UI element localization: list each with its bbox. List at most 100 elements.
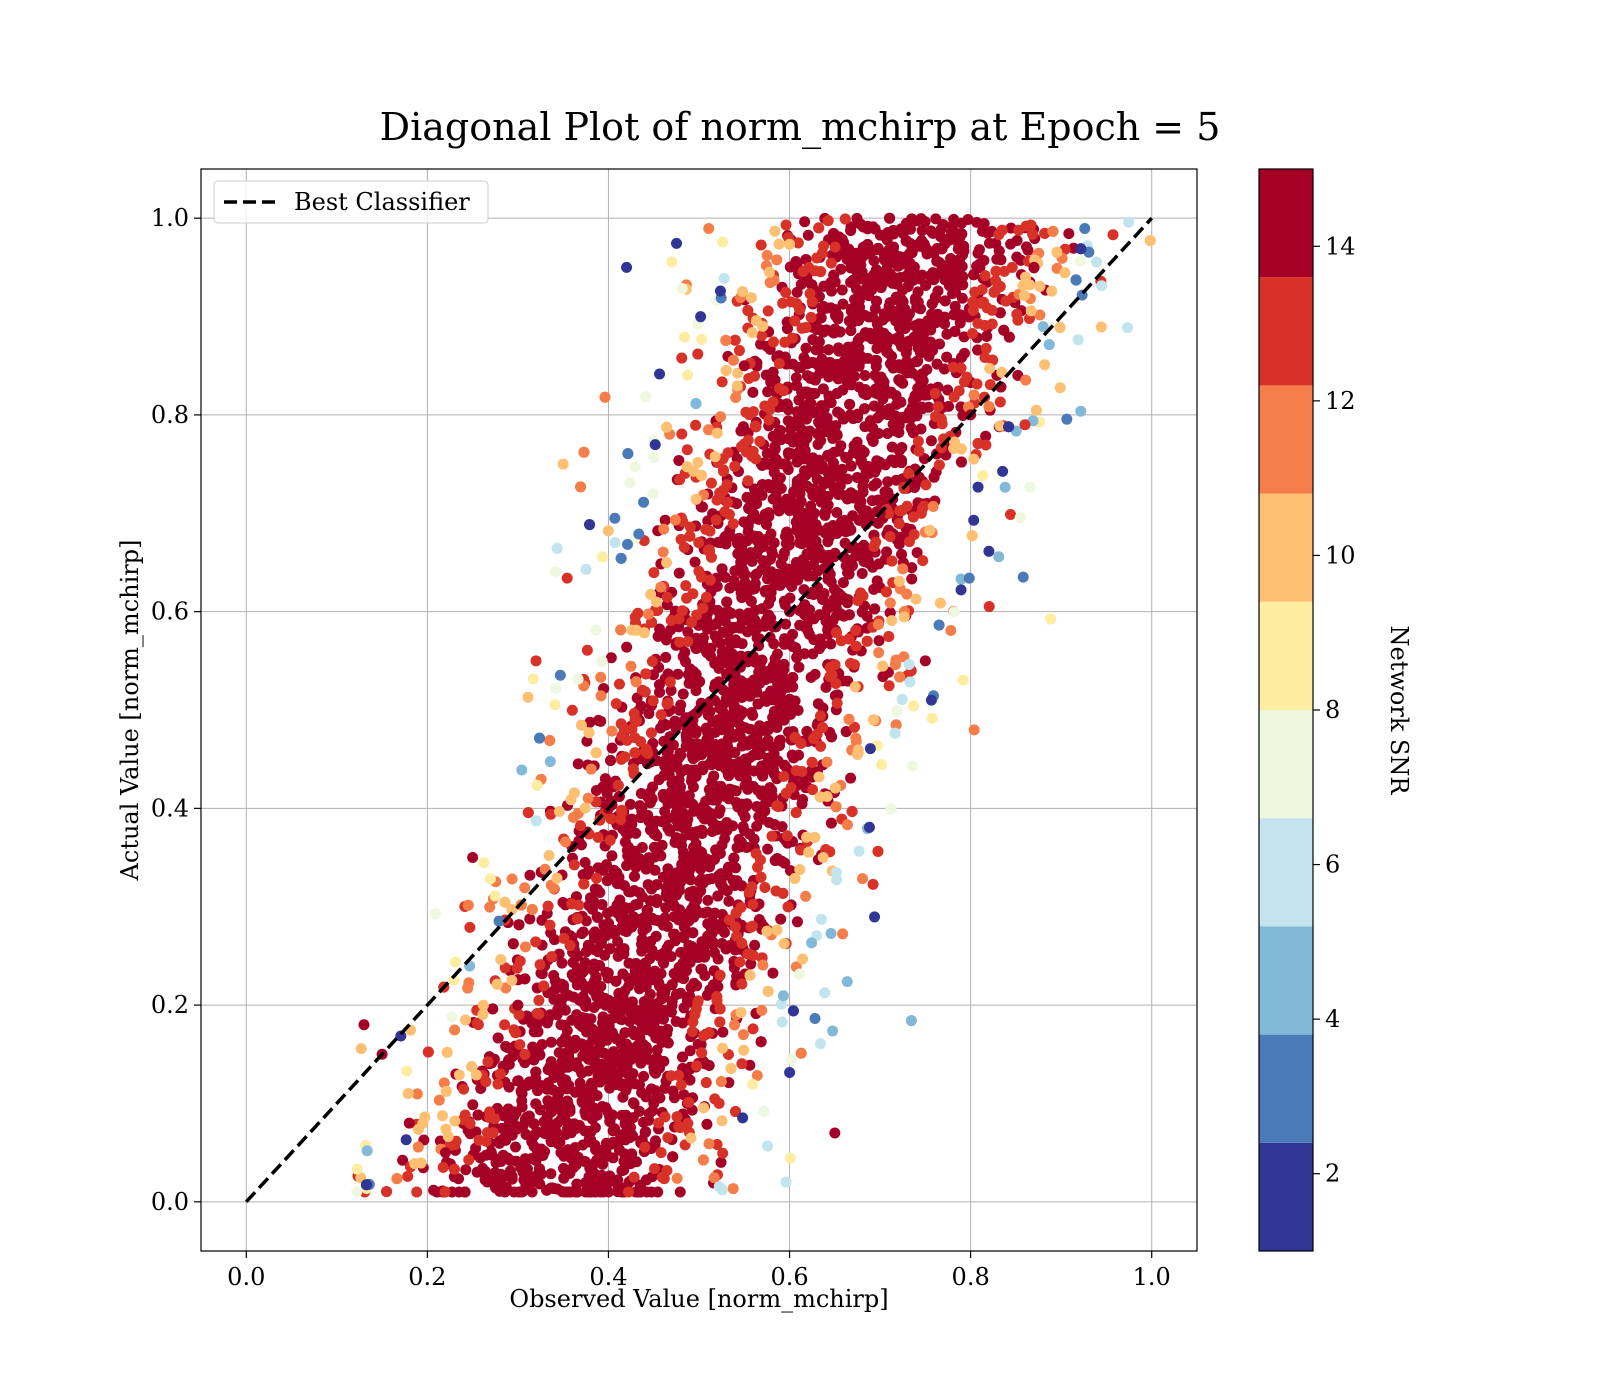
scatter-point bbox=[697, 760, 709, 772]
scatter-point bbox=[805, 311, 817, 323]
scatter-point bbox=[930, 292, 942, 304]
scatter-point bbox=[677, 1051, 689, 1063]
scatter-point bbox=[658, 792, 670, 804]
scatter-point bbox=[901, 355, 913, 367]
scatter-point bbox=[599, 391, 611, 403]
scatter-point bbox=[787, 628, 799, 640]
scatter-point bbox=[835, 263, 847, 275]
scatter-point bbox=[825, 257, 837, 269]
scatter-point bbox=[755, 1036, 767, 1048]
scatter-point bbox=[722, 733, 734, 745]
scatter-point bbox=[499, 1019, 511, 1031]
scatter-point bbox=[527, 1077, 539, 1089]
scatter-point bbox=[561, 572, 573, 584]
scatter-point bbox=[419, 1111, 431, 1123]
scatter-point bbox=[905, 422, 917, 434]
scatter-point bbox=[923, 401, 935, 413]
scatter-point bbox=[751, 568, 763, 580]
scatter-point bbox=[733, 345, 745, 357]
scatter-point bbox=[890, 654, 902, 666]
scatter-point bbox=[767, 396, 779, 408]
scatter-point bbox=[562, 1061, 574, 1073]
scatter-point bbox=[693, 565, 705, 577]
scatter-point bbox=[734, 956, 746, 968]
scatter-point bbox=[628, 707, 640, 719]
scatter-point bbox=[516, 1095, 528, 1107]
scatter-point bbox=[958, 376, 970, 388]
scatter-point bbox=[690, 668, 702, 680]
scatter-point bbox=[681, 444, 693, 456]
scatter-point bbox=[830, 486, 842, 498]
scatter-point bbox=[576, 1096, 588, 1108]
scatter-point bbox=[945, 624, 957, 636]
scatter-point bbox=[668, 900, 680, 912]
scatter-point bbox=[652, 1028, 664, 1040]
scatter-point bbox=[545, 1036, 557, 1048]
scatter-point bbox=[766, 663, 778, 675]
scatter-point bbox=[720, 334, 732, 346]
scatter-point bbox=[745, 595, 757, 607]
scatter-point bbox=[831, 506, 843, 518]
scatter-point bbox=[615, 624, 627, 636]
scatter-point bbox=[1005, 508, 1017, 520]
scatter-point bbox=[716, 563, 728, 575]
scatter-point bbox=[618, 943, 630, 955]
scatter-point bbox=[949, 256, 961, 268]
scatter-point bbox=[853, 295, 865, 307]
scatter-point bbox=[649, 864, 661, 876]
scatter-point bbox=[560, 836, 572, 848]
scatter-point bbox=[808, 467, 820, 479]
scatter-point bbox=[984, 363, 996, 375]
scatter-point bbox=[843, 342, 855, 354]
scatter-point bbox=[1021, 241, 1033, 253]
scatter-point bbox=[703, 223, 715, 235]
scatter-point bbox=[751, 741, 763, 753]
scatter-point bbox=[825, 638, 837, 650]
scatter-point bbox=[851, 749, 863, 761]
scatter-point bbox=[630, 827, 642, 839]
scatter-point bbox=[823, 571, 835, 583]
scatter-point bbox=[556, 957, 568, 969]
scatter-point bbox=[726, 623, 738, 635]
scatter-point bbox=[715, 411, 727, 423]
scatter-point bbox=[712, 953, 724, 965]
scatter-point bbox=[781, 830, 793, 842]
scatter-point bbox=[744, 828, 756, 840]
scatter-point bbox=[1054, 382, 1066, 394]
scatter-point bbox=[859, 248, 871, 260]
scatter-point bbox=[874, 402, 886, 414]
scatter-point bbox=[453, 1069, 465, 1081]
scatter-point bbox=[734, 622, 746, 634]
scatter-point bbox=[647, 695, 659, 707]
scatter-point bbox=[841, 373, 853, 385]
scatter-point bbox=[716, 839, 728, 851]
scatter-point bbox=[472, 1109, 484, 1121]
scatter-point bbox=[792, 704, 804, 716]
scatter-point bbox=[733, 532, 745, 544]
scatter-point bbox=[667, 1151, 679, 1163]
scatter-point bbox=[753, 666, 765, 678]
scatter-point bbox=[513, 919, 525, 931]
scatter-point bbox=[810, 344, 822, 356]
scatter-point bbox=[707, 716, 719, 728]
scatter-point bbox=[859, 369, 871, 381]
scatter-point bbox=[565, 1127, 577, 1139]
scatter-point bbox=[604, 834, 616, 846]
scatter-point bbox=[845, 772, 857, 784]
scatter-point bbox=[881, 338, 893, 350]
scatter-point bbox=[873, 635, 885, 647]
scatter-point bbox=[696, 1047, 708, 1059]
scatter-point bbox=[906, 562, 918, 574]
scatter-point bbox=[772, 800, 784, 812]
scatter-point bbox=[767, 336, 779, 348]
scatter-point bbox=[616, 804, 628, 816]
scatter-point bbox=[912, 296, 924, 308]
scatter-point bbox=[593, 1066, 605, 1078]
scatter-point bbox=[655, 1147, 667, 1159]
scatter-point bbox=[519, 941, 531, 953]
scatter-point bbox=[566, 898, 578, 910]
scatter-point bbox=[790, 807, 802, 819]
scatter-point bbox=[767, 711, 779, 723]
scatter-point bbox=[870, 463, 882, 475]
scatter-point bbox=[591, 872, 603, 884]
